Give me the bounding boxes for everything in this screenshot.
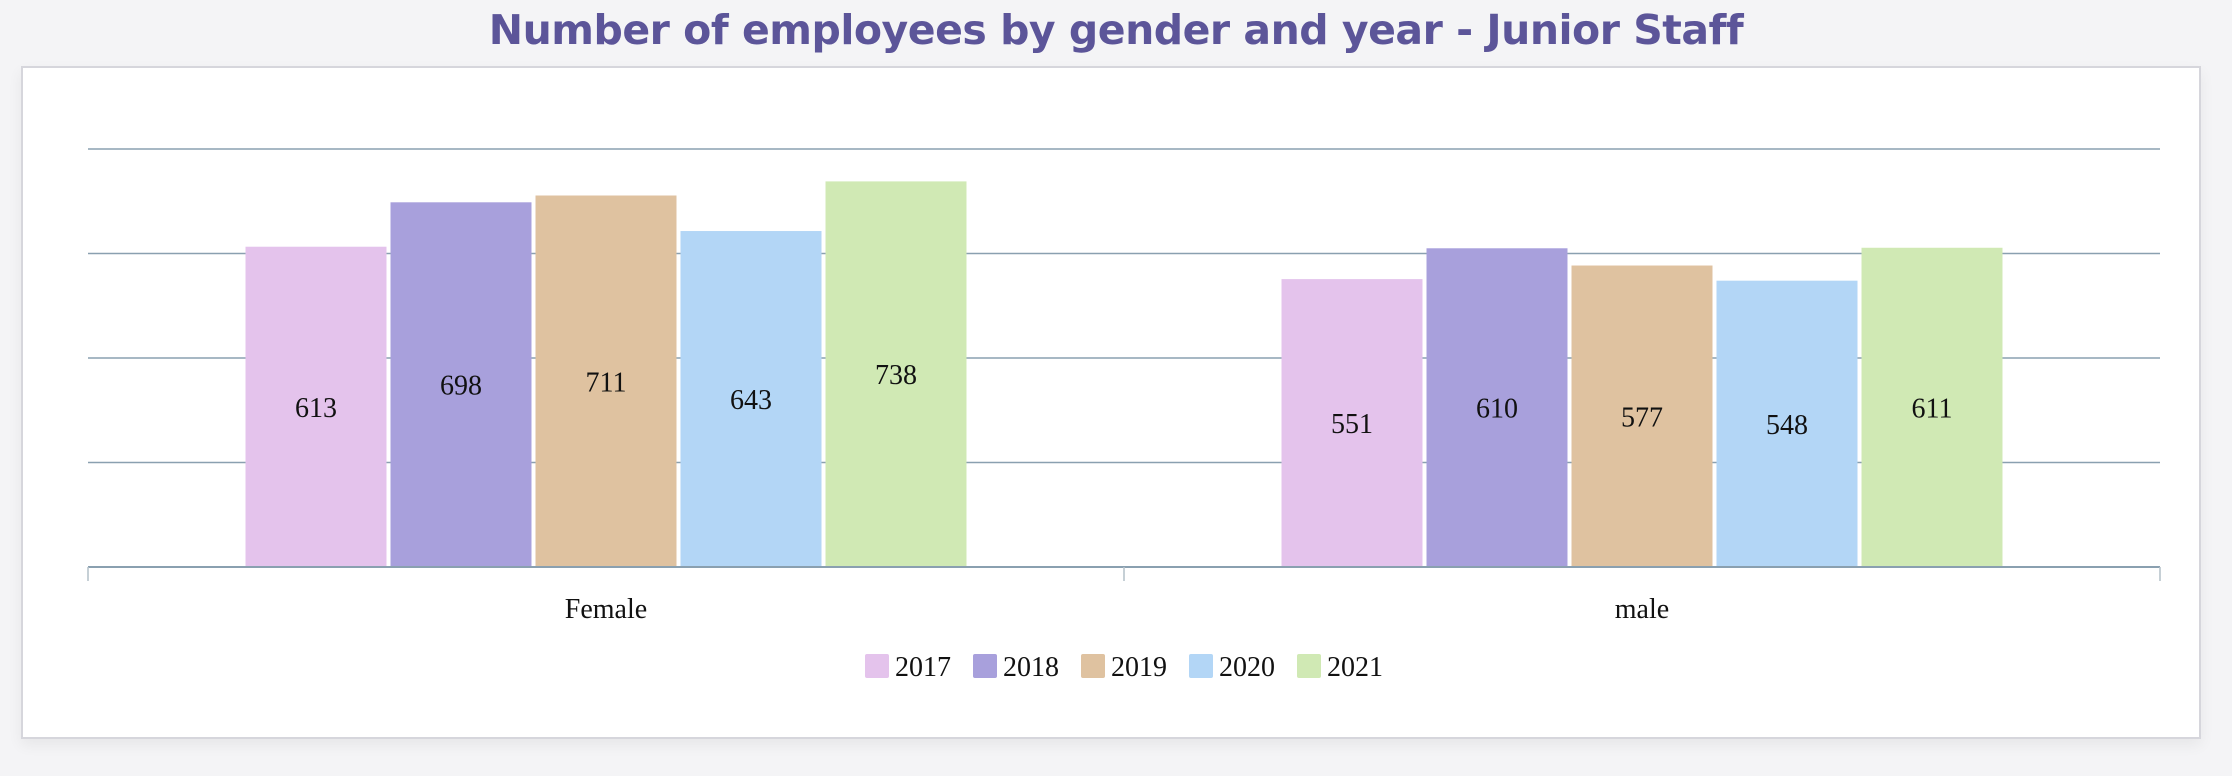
data-label: 698 [440, 371, 482, 402]
legend-label-2021: 2021 [1327, 652, 1383, 683]
data-label: 613 [295, 393, 337, 424]
bar-male-2021 [1861, 247, 2003, 567]
data-label: 548 [1766, 410, 1808, 441]
legend-swatch-2017 [865, 654, 889, 678]
bar-male-2018 [1426, 248, 1568, 567]
legend-swatch-2020 [1189, 654, 1213, 678]
bar-male-2017 [1281, 279, 1423, 567]
legend-label-2020: 2020 [1219, 652, 1275, 683]
bar-female-2019 [535, 195, 677, 567]
bar-female-2017 [245, 246, 387, 567]
legend-swatch-2018 [973, 654, 997, 678]
legend-label-2017: 2017 [895, 652, 951, 683]
legend-label-2018: 2018 [1003, 652, 1059, 683]
bar-female-2018 [390, 202, 532, 568]
data-label: 711 [586, 367, 627, 398]
data-label: 551 [1331, 409, 1373, 440]
bar-female-2020 [680, 231, 822, 567]
bar-male-2020 [1716, 280, 1858, 567]
x-tick-label: Female [565, 594, 647, 625]
chart-title: Number of employees by gender and year -… [488, 6, 1744, 54]
data-label: 610 [1476, 394, 1518, 425]
legend-label-2019: 2019 [1111, 652, 1167, 683]
bar-female-2021 [825, 181, 967, 567]
data-label: 643 [730, 385, 772, 416]
legend-swatch-2021 [1297, 654, 1321, 678]
bar-male-2019 [1571, 265, 1713, 567]
legend-swatch-2019 [1081, 654, 1105, 678]
data-label: 738 [875, 360, 917, 391]
x-tick-label: male [1615, 594, 1669, 625]
data-label: 611 [1912, 393, 1953, 424]
data-label: 577 [1621, 402, 1663, 433]
